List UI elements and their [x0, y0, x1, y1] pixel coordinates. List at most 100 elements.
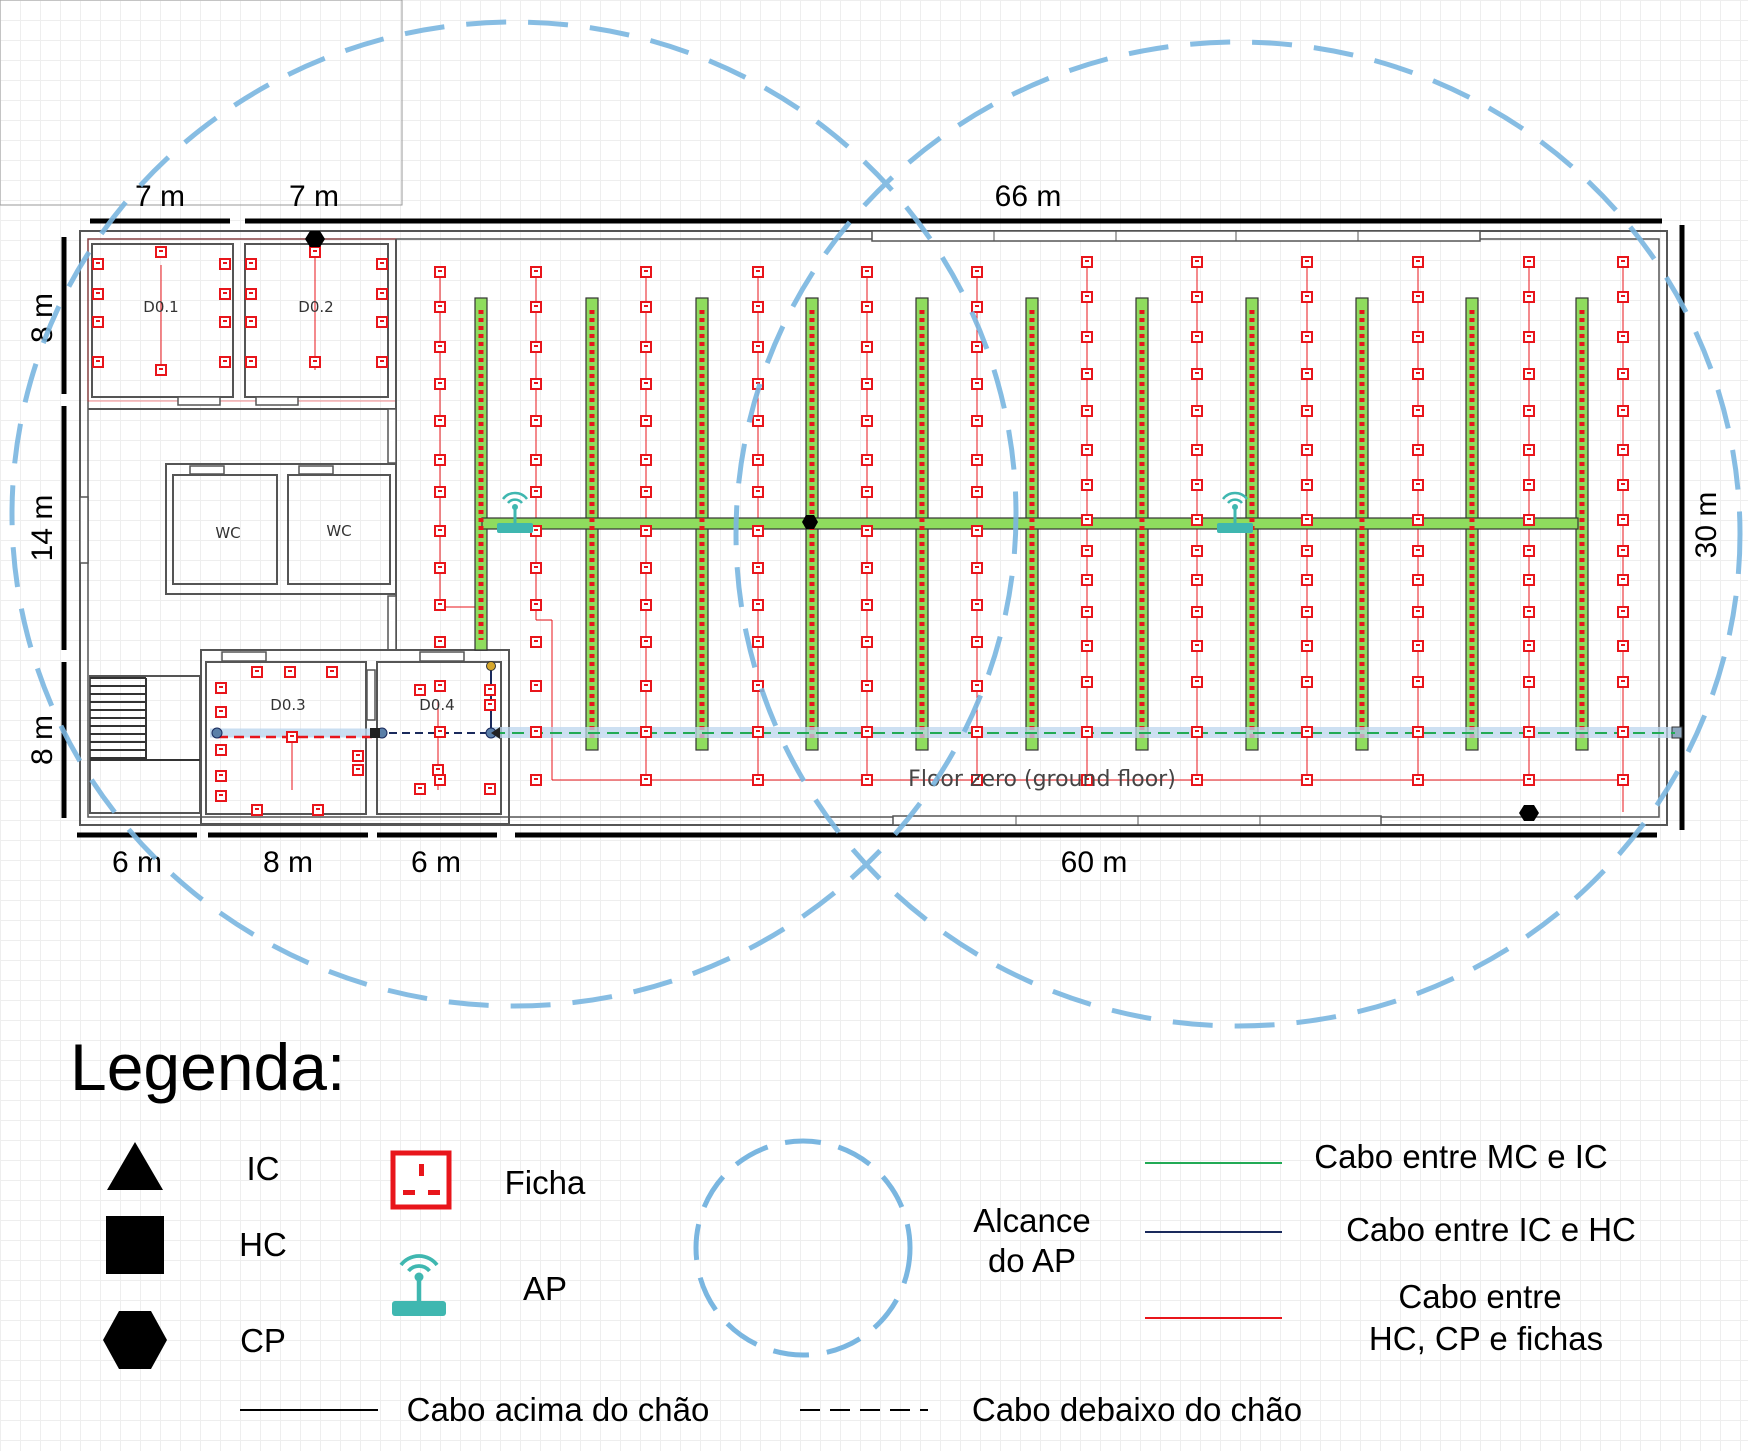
ficha-outlet	[861, 454, 873, 466]
ficha-outlet	[640, 599, 652, 611]
ficha-outlet	[434, 341, 446, 353]
ficha-outlet	[1617, 331, 1629, 343]
ficha-outlet	[530, 636, 542, 648]
ficha-outlet	[1301, 774, 1313, 786]
ficha-outlet	[1191, 444, 1203, 456]
ficha-outlet	[971, 301, 983, 313]
room-wc2-label: WC	[326, 522, 351, 540]
cp-marker-bottom	[1519, 805, 1539, 821]
ficha-outlet	[1412, 368, 1424, 380]
ficha-outlet	[1301, 368, 1313, 380]
legend-title: Legenda:	[70, 1030, 345, 1104]
ficha-outlet	[530, 680, 542, 692]
ficha-outlet	[1412, 676, 1424, 688]
ficha-outlet	[752, 726, 764, 738]
ficha-outlet	[1617, 291, 1629, 303]
ficha-outlet	[1412, 545, 1424, 557]
ap-range-right	[733, 39, 1743, 1029]
ficha-outlet	[1191, 514, 1203, 526]
ficha-outlet	[1617, 405, 1629, 417]
ficha-outlet	[971, 454, 983, 466]
ficha-outlet	[1617, 676, 1629, 688]
ficha-outlet	[1081, 676, 1093, 688]
ficha-outlet	[971, 599, 983, 611]
dim-bottom-d03: 8 m	[263, 846, 313, 879]
ficha-outlet	[530, 726, 542, 738]
ficha-outlet	[434, 636, 446, 648]
ficha-outlet	[1412, 291, 1424, 303]
ficha-outlet	[1412, 479, 1424, 491]
cp-marker-top	[305, 231, 325, 247]
ap-range-icon	[693, 1138, 913, 1358]
ficha-outlet	[752, 562, 764, 574]
ficha-outlet	[1412, 640, 1424, 652]
ficha-outlet	[1191, 479, 1203, 491]
dim-bottom-d04: 6 m	[411, 846, 461, 879]
ficha-outlet	[1412, 514, 1424, 526]
ficha-outlet	[1523, 405, 1535, 417]
floor-label: Floor zero (ground floor)	[908, 767, 1176, 792]
ficha-outlet	[1523, 291, 1535, 303]
ficha-outlet	[1191, 726, 1203, 738]
dimension-labels: 7 m 7 m 66 m 6 m 8 m 6 m 60 m 8 m 14 m 8…	[26, 180, 1723, 879]
ficha-outlet	[1617, 256, 1629, 268]
ficha-outlet	[1301, 574, 1313, 586]
ficha-outlet	[1523, 256, 1535, 268]
ap-left	[495, 491, 535, 535]
room-wc1-label: WC	[215, 524, 240, 542]
legend-cp-label: CP	[240, 1322, 286, 1359]
ficha-outlet	[752, 341, 764, 353]
ficha-outlet	[752, 486, 764, 498]
ficha-outlet	[640, 266, 652, 278]
room-d03-label: D0.3	[270, 696, 305, 714]
ficha-outlet	[971, 341, 983, 353]
ficha-outlet	[530, 486, 542, 498]
legend-ap-label: AP	[523, 1270, 567, 1307]
ficha-outlet	[1617, 726, 1629, 738]
ficha-outlet	[530, 415, 542, 427]
legend-cable-hc-line1: Cabo entre	[1398, 1278, 1561, 1315]
ficha-outlet	[1412, 405, 1424, 417]
ficha-outlet	[434, 562, 446, 574]
ficha-outlet	[434, 486, 446, 498]
ficha-outlet	[1191, 574, 1203, 586]
ficha-outlet	[1523, 574, 1535, 586]
ficha-outlet	[1081, 405, 1093, 417]
ficha-outlet	[752, 266, 764, 278]
ficha-outlet	[971, 266, 983, 278]
ficha-outlet	[530, 301, 542, 313]
ficha-outlet	[971, 562, 983, 574]
ficha-outlet	[861, 266, 873, 278]
ficha-outlet	[1412, 444, 1424, 456]
ficha-outlet	[1081, 368, 1093, 380]
ficha-outlet	[1301, 444, 1313, 456]
ficha-outlet	[640, 774, 652, 786]
ficha-outlet	[1523, 640, 1535, 652]
ficha-outlet	[1081, 640, 1093, 652]
ficha-outlet	[861, 378, 873, 390]
ficha-outlet	[640, 378, 652, 390]
hc-icon	[106, 1216, 164, 1274]
ficha-outlet	[1523, 726, 1535, 738]
ficha-outlet	[752, 774, 764, 786]
dim-bottom-hall: 60 m	[1061, 846, 1128, 879]
dim-left-bottom: 8 m	[26, 715, 59, 765]
legend-cable-hc-line2: HC, CP e fichas	[1369, 1320, 1603, 1357]
ficha-outlet	[434, 301, 446, 313]
ficha-outlet	[1412, 256, 1424, 268]
ficha-outlet	[434, 680, 446, 692]
ficha-outlet	[1523, 444, 1535, 456]
ficha-outlet	[971, 636, 983, 648]
legend-cable-mc-ic: Cabo entre MC e IC	[1314, 1138, 1607, 1175]
ficha-outlet	[861, 680, 873, 692]
legend-cable-above: Cabo acima do chão	[407, 1391, 710, 1428]
ficha-outlet	[640, 454, 652, 466]
legend-ficha-label: Ficha	[505, 1164, 586, 1201]
ficha-outlet	[640, 415, 652, 427]
legend-hc-label: HC	[239, 1226, 287, 1263]
ficha-outlet	[1617, 479, 1629, 491]
ficha-outlet	[1523, 606, 1535, 618]
ficha-outlet	[1523, 514, 1535, 526]
equipment-racks	[474, 297, 1589, 751]
